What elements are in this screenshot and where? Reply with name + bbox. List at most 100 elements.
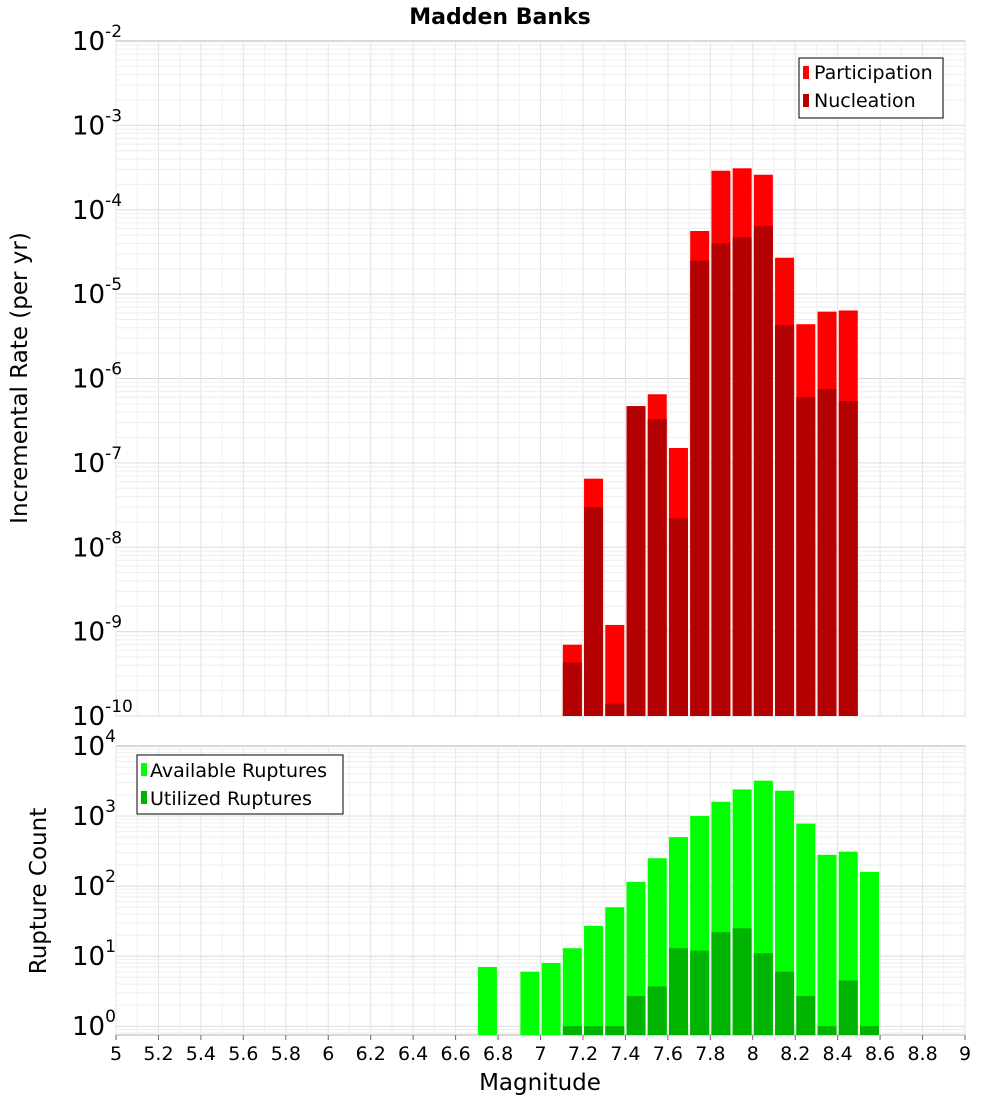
bot-bar-series1	[584, 925, 604, 1035]
y-tick-exponent: -6	[105, 360, 122, 380]
bot-bar-series2	[626, 996, 646, 1035]
top-bar-series2	[796, 397, 816, 716]
x-tick-label: 7	[534, 1043, 546, 1065]
y-tick-base: 10	[72, 533, 105, 563]
top-legend-box	[798, 57, 944, 119]
x-tick-label: 5.8	[271, 1043, 301, 1065]
x-tick-label: 6.6	[440, 1043, 470, 1065]
legend-label-available: Available Ruptures	[150, 760, 327, 782]
top-legend: Participation Nucleation	[798, 57, 944, 119]
y-tick-base: 10	[72, 27, 105, 57]
y-tick-label: 10-6	[72, 360, 122, 395]
y-tick-label: 104	[72, 727, 116, 762]
y-tick-label: 10-9	[72, 613, 122, 648]
bottom-y-axis-label: Rupture Count	[26, 808, 52, 974]
chart-title: Madden Banks	[409, 5, 590, 30]
y-tick-exponent: -8	[105, 528, 122, 548]
x-tick-label: 6	[322, 1043, 334, 1065]
y-tick-label: 102	[72, 867, 116, 902]
top-bar-series2	[775, 325, 795, 716]
y-tick-label: 10-4	[72, 191, 122, 226]
bottom-legend: Available Ruptures Utilized Ruptures	[136, 754, 344, 815]
legend-swatch-participation	[803, 66, 809, 79]
legend-label-nucleation: Nucleation	[814, 90, 916, 112]
x-axis-label: Magnitude	[479, 1070, 601, 1096]
top-bar-series2	[711, 243, 731, 717]
x-tick-label: 6.2	[356, 1043, 386, 1065]
legend-swatch-nucleation	[803, 94, 809, 107]
bot-bar-series2	[796, 996, 816, 1035]
y-tick-exponent: 0	[105, 1007, 116, 1027]
top-bar-series2	[817, 389, 837, 716]
bot-bar-series2	[753, 953, 773, 1035]
y-tick-exponent: 4	[105, 727, 116, 747]
y-tick-exponent: -5	[105, 275, 122, 295]
y-tick-exponent: -3	[105, 106, 122, 126]
x-tick-label: 6.8	[483, 1043, 513, 1065]
x-tick-label: 8	[747, 1043, 759, 1065]
x-tick-label: 8.8	[907, 1043, 937, 1065]
top-bar-series2	[753, 226, 773, 716]
bot-bar-series2	[775, 971, 795, 1035]
top-bar-series2	[668, 518, 688, 716]
bot-bar-series2	[859, 1026, 879, 1035]
bottom-legend-box	[136, 754, 344, 815]
y-tick-label: 10-7	[72, 444, 122, 479]
y-tick-base: 10	[72, 702, 105, 732]
x-tick-label: 5	[110, 1043, 122, 1065]
x-tick-label: 9	[959, 1043, 971, 1065]
y-tick-base: 10	[72, 942, 105, 972]
bot-bar-series2	[584, 1026, 604, 1035]
y-tick-base: 10	[72, 802, 105, 832]
y-tick-exponent: -2	[105, 22, 122, 42]
top-bar-series2	[732, 237, 752, 716]
y-tick-label: 10-3	[72, 106, 122, 141]
y-tick-base: 10	[72, 732, 105, 762]
bot-bar-series2	[711, 932, 731, 1035]
bot-bar-series1	[796, 823, 816, 1035]
bot-bar-series2	[838, 980, 858, 1035]
bot-bar-series1	[605, 907, 625, 1035]
bot-bar-series1	[541, 962, 561, 1035]
bot-bar-series1	[477, 967, 497, 1035]
y-tick-exponent: 2	[105, 867, 116, 887]
y-tick-exponent: -7	[105, 444, 122, 464]
y-tick-exponent: 1	[105, 937, 116, 957]
x-tick-label: 5.2	[143, 1043, 173, 1065]
x-tick-label: 7.8	[695, 1043, 725, 1065]
y-tick-label: 103	[72, 797, 116, 832]
bot-bar-series2	[690, 950, 710, 1035]
top-bar-series2	[605, 703, 625, 716]
y-tick-base: 10	[72, 1012, 105, 1042]
y-tick-exponent: -10	[105, 697, 133, 717]
bot-bar-series2	[817, 1026, 837, 1035]
bot-bar-series2	[668, 948, 688, 1035]
x-tick-label: 7.4	[610, 1043, 640, 1065]
bot-bar-series2	[562, 1026, 582, 1035]
y-tick-label: 101	[72, 937, 116, 972]
legend-swatch-utilized	[141, 791, 147, 804]
y-tick-base: 10	[72, 618, 105, 648]
bot-bar-series1	[817, 854, 837, 1035]
x-tick-label: 8.6	[865, 1043, 895, 1065]
x-tick-label: 7.2	[568, 1043, 598, 1065]
bot-bar-series2	[605, 1026, 625, 1035]
y-tick-label: 10-2	[72, 22, 122, 57]
y-tick-label: 10-10	[72, 697, 133, 732]
top-bar-series2	[647, 419, 667, 716]
y-tick-base: 10	[72, 449, 105, 479]
top-bar-series1	[605, 624, 625, 716]
top-y-axis-label: Incremental Rate (per yr)	[7, 232, 33, 524]
x-tick-label: 5.6	[228, 1043, 258, 1065]
legend-label-participation: Participation	[814, 62, 933, 84]
x-tick-label: 8.4	[823, 1043, 853, 1065]
y-tick-base: 10	[72, 872, 105, 902]
top-bar-series2	[562, 662, 582, 716]
top-bar-series2	[690, 260, 710, 716]
bot-bar-series1	[562, 948, 582, 1035]
y-tick-exponent: -4	[105, 191, 122, 211]
bot-bar-series1	[859, 871, 879, 1035]
bot-bar-series1	[520, 971, 540, 1035]
